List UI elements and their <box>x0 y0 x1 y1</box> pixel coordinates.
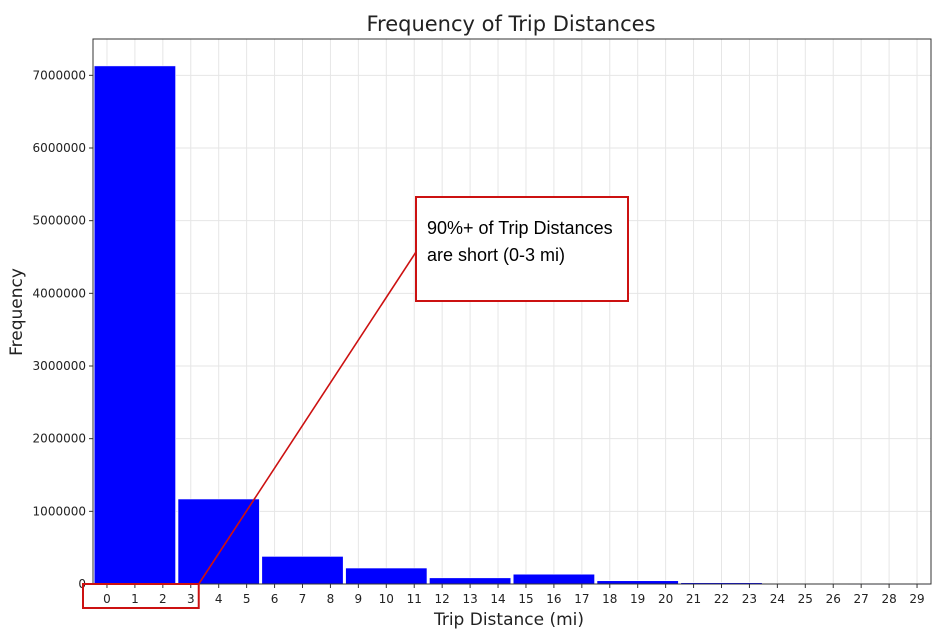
chart-title: Frequency of Trip Distances <box>366 12 655 36</box>
histogram-bar <box>93 65 176 585</box>
x-tick-label: 17 <box>574 592 589 606</box>
y-tick-label: 3000000 <box>33 359 86 373</box>
y-axis-label: Frequency <box>7 268 27 356</box>
callout-text-line-2: are short (0-3 mi) <box>427 245 565 265</box>
histogram-bar <box>429 577 512 585</box>
x-tick-label: 9 <box>355 592 363 606</box>
y-tick-label: 4000000 <box>33 286 86 300</box>
y-tick-label: 7000000 <box>33 68 86 82</box>
y-tick-label: 5000000 <box>33 214 86 228</box>
histogram-bar <box>345 567 428 585</box>
x-axis-ticks: 0 1 2 3 4 5 6 7 8 9 10 11 12 13 14 15 16 17 18 19 20 21 22 23 24… <box>103 584 925 606</box>
highlight-box <box>82 583 200 609</box>
x-tick-label: 4 <box>215 592 223 606</box>
callout-text-line-1: 90%+ of Trip Distances <box>427 218 613 238</box>
x-tick-label: 8 <box>327 592 335 606</box>
x-tick-label: 18 <box>602 592 617 606</box>
x-tick-label: 14 <box>490 592 505 606</box>
y-axis-ticks: 0100000020000003000000400000050000006000… <box>33 68 93 591</box>
plot-frame <box>92 38 932 585</box>
callout-box <box>415 196 629 302</box>
x-tick-label: 5 <box>243 592 251 606</box>
x-tick-label: 24 <box>770 592 785 606</box>
histogram-bar <box>512 573 595 585</box>
x-tick-label: 11 <box>407 592 422 606</box>
y-tick-label: 6000000 <box>33 141 86 155</box>
x-tick-label: 12 <box>435 592 450 606</box>
x-tick-label: 25 <box>798 592 813 606</box>
x-tick-label: 28 <box>881 592 896 606</box>
x-tick-label: 22 <box>714 592 729 606</box>
x-tick-label: 29 <box>909 592 924 606</box>
x-tick-label: 2 <box>159 592 167 606</box>
x-tick-label: 0 <box>103 592 111 606</box>
x-tick-label: 3 <box>187 592 195 606</box>
y-tick-label: 2000000 <box>33 432 86 446</box>
x-tick-label: 1 <box>131 592 139 606</box>
x-tick-label: 15 <box>518 592 533 606</box>
x-tick-label: 19 <box>630 592 645 606</box>
x-tick-label: 21 <box>686 592 701 606</box>
x-tick-label: 13 <box>462 592 477 606</box>
histogram-bar <box>261 556 344 585</box>
x-tick-label: 16 <box>546 592 561 606</box>
x-tick-label: 23 <box>742 592 757 606</box>
callout-line <box>198 251 417 585</box>
annotation: 90%+ of Trip Distances are short (0-3 mi… <box>82 196 629 609</box>
histogram-bar <box>177 498 260 585</box>
bars <box>93 65 931 585</box>
x-tick-label: 27 <box>854 592 869 606</box>
x-tick-label: 6 <box>271 592 279 606</box>
x-tick-label: 7 <box>299 592 307 606</box>
x-tick-label: 10 <box>379 592 394 606</box>
x-tick-label: 20 <box>658 592 673 606</box>
y-tick-label: 1000000 <box>33 504 86 518</box>
x-axis-label: Trip Distance (mi) <box>433 610 584 630</box>
x-tick-label: 26 <box>826 592 841 606</box>
